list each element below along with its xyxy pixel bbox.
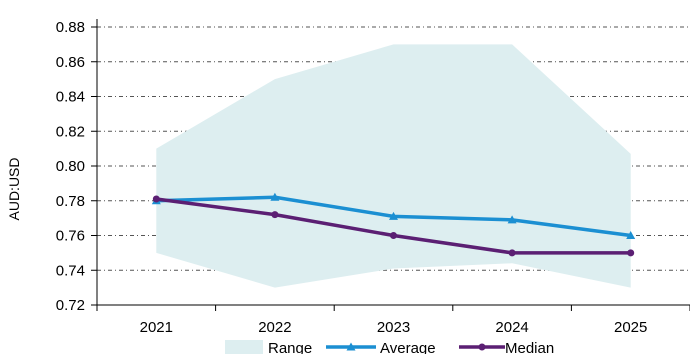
median-point [627,249,635,257]
range-area [156,44,631,288]
x-tick-label: 2024 [495,319,528,336]
y-tick-label: 0.84 [56,89,85,106]
legend-range-label: Range [268,340,312,354]
y-tick-label: 0.76 [56,228,85,245]
legend: Range Average Median [225,340,554,357]
series-lines [151,192,636,257]
median-point [390,232,397,239]
axes [91,19,690,311]
average-point [626,231,636,239]
x-tick-label: 2022 [258,319,291,336]
legend-range-swatch [225,340,263,354]
y-tick-label: 0.74 [56,262,85,279]
legend-average-label: Average [380,340,436,354]
y-tick-label: 0.86 [56,54,85,71]
x-tick-label: 2023 [377,319,410,336]
median-point [152,195,160,203]
legend-average-marker [346,342,356,351]
y-tick-label: 0.80 [56,158,85,175]
y-tick-label: 0.88 [56,19,85,36]
y-tick-label: 0.82 [56,123,85,140]
y-tick-labels: 0.72 0.74 0.76 0.78 0.80 0.82 0.84 0.86 0.88 [56,19,85,314]
legend-median-label: Median [505,340,554,354]
range-band [156,44,631,288]
x-tick-label: 2025 [614,319,647,336]
y-tick-label: 0.78 [56,193,85,210]
y-axis-label: AUD:USD [6,157,22,220]
y-tick-label: 0.72 [56,297,85,314]
x-tick-label: 2021 [140,319,173,336]
average-point [270,192,280,201]
average-point [389,211,398,220]
legend-median-marker [478,343,486,351]
median-point [508,249,516,257]
x-tick-labels: 2021 2022 2023 2024 2025 [140,319,648,336]
median-point [271,211,279,219]
average-point [507,215,517,224]
